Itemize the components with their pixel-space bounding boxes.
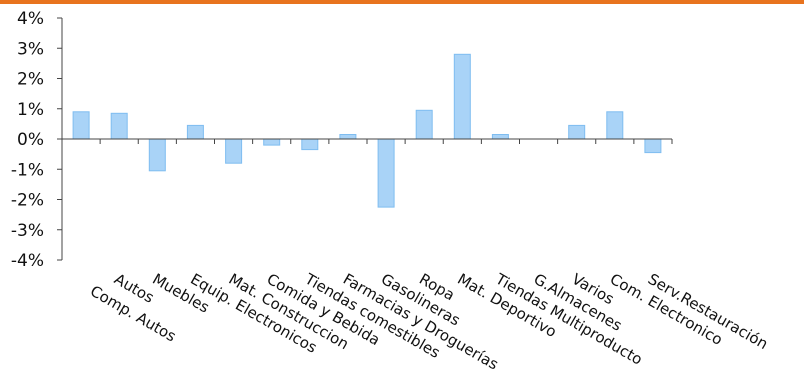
bar [148, 138, 166, 172]
bar [339, 134, 357, 140]
bars [72, 53, 662, 208]
y-tick-label: -2% [11, 191, 44, 211]
bar [644, 138, 662, 154]
y-tick-label: -1% [11, 160, 44, 180]
y-tick-label: 1% [17, 100, 44, 120]
bar [453, 53, 471, 140]
bar [110, 112, 128, 140]
bar [301, 138, 319, 151]
y-tick-label: -4% [11, 251, 44, 271]
bar [72, 111, 90, 140]
bar [606, 111, 624, 140]
bar [263, 138, 281, 146]
bar [415, 109, 433, 140]
y-tick-label: 2% [17, 70, 44, 90]
axes [61, 18, 673, 260]
y-tick-label: -3% [11, 221, 44, 241]
bar [568, 124, 586, 140]
y-tick-label: 3% [17, 39, 44, 59]
y-tick-label: 4% [17, 9, 44, 29]
bar [377, 138, 395, 208]
bar [491, 134, 509, 140]
bar [186, 124, 204, 140]
y-tick-label: 0% [17, 130, 44, 150]
bar [225, 138, 243, 164]
top-accent-line [0, 0, 804, 4]
y-axis-ticks: 4% 3% 2% 1% 0% -1% -2% -3% -4% [11, 9, 62, 271]
